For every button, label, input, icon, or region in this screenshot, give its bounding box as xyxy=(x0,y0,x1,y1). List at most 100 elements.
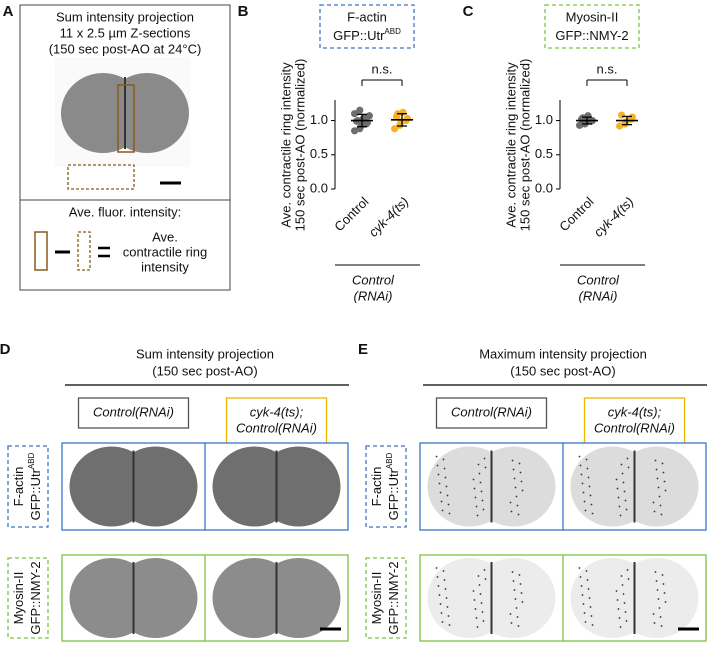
panel-title: (150 sec post-AO) xyxy=(152,363,258,378)
speckle xyxy=(658,495,661,498)
legend-result: intensity xyxy=(141,259,189,274)
speckle xyxy=(441,621,444,623)
frame xyxy=(117,84,135,153)
row-label: Myosin-II xyxy=(369,572,384,625)
speckle xyxy=(447,503,450,506)
speckle xyxy=(511,459,514,462)
frame xyxy=(544,4,640,49)
speckle xyxy=(659,616,662,618)
row-label: GFP::NMY-2 xyxy=(386,561,401,634)
speckle xyxy=(616,487,619,490)
speckle xyxy=(509,613,512,615)
speckle xyxy=(653,510,656,513)
row-label: Myosin-II xyxy=(11,572,26,625)
speckle xyxy=(482,620,485,622)
speckle xyxy=(580,473,583,476)
y-tick-label: 0.0 xyxy=(535,180,553,195)
data-point xyxy=(391,125,399,133)
speckle xyxy=(658,607,661,609)
panel-title: (150 sec post-AO) xyxy=(510,363,616,378)
speckle xyxy=(663,592,666,594)
panel-title: Maximum intensity projection xyxy=(479,346,647,361)
speckle xyxy=(510,622,513,624)
significance-label: n.s. xyxy=(597,61,618,76)
speckle xyxy=(654,459,657,462)
speckle xyxy=(478,472,481,475)
group-label: Control xyxy=(577,272,620,287)
speckle xyxy=(586,467,589,470)
embryo-image xyxy=(256,446,341,527)
speckle xyxy=(584,509,587,512)
speckle xyxy=(476,626,479,628)
speckle xyxy=(619,626,622,628)
speckle xyxy=(585,570,588,572)
speckle xyxy=(581,482,584,485)
speckle xyxy=(587,476,590,479)
row-label: GFP::NMY-2 xyxy=(386,561,401,634)
speckle xyxy=(444,588,447,590)
speckle xyxy=(518,574,521,576)
frame xyxy=(34,231,48,271)
speckle xyxy=(520,480,523,483)
speckle xyxy=(517,513,520,516)
superscript: ABD xyxy=(384,27,401,36)
data-point xyxy=(628,113,637,121)
speckle xyxy=(472,590,475,592)
y-axis-label: Ave. contractile ring intensity xyxy=(503,62,518,228)
speckle xyxy=(624,499,627,502)
speckle xyxy=(484,578,487,580)
speckle xyxy=(481,499,484,502)
speckle xyxy=(448,624,451,626)
speckle xyxy=(447,615,450,617)
speckle xyxy=(474,496,477,499)
speckle xyxy=(472,478,475,481)
legend-result: contractile ring xyxy=(123,244,208,259)
group-label: Control xyxy=(352,272,395,287)
y-axis-label: 150 sec post-AO (normalized) xyxy=(517,59,532,232)
header-text: F-actin xyxy=(347,9,387,24)
speckle xyxy=(435,567,438,569)
frame xyxy=(435,397,548,429)
speckle xyxy=(625,508,628,511)
speckle xyxy=(437,585,440,587)
speckle xyxy=(623,490,626,493)
header-text: GFP::UtrABD xyxy=(333,27,401,43)
speckle xyxy=(445,485,448,488)
significance-label: n.s. xyxy=(372,61,393,76)
speckle xyxy=(661,462,664,465)
speckle xyxy=(655,468,658,471)
speckle xyxy=(519,471,522,474)
speckle xyxy=(590,503,593,506)
y-tick-label: 1.0 xyxy=(310,112,328,127)
speckle xyxy=(652,613,655,615)
row-label: GFP::Utr xyxy=(28,468,43,520)
speckle xyxy=(661,574,664,576)
legend-result: Ave. xyxy=(152,229,178,244)
speckle xyxy=(446,606,449,608)
speckle xyxy=(623,602,626,604)
data-point xyxy=(618,111,626,119)
frame xyxy=(7,445,49,528)
speckle xyxy=(625,620,628,622)
y-tick-label: 0.5 xyxy=(310,146,328,161)
speckle xyxy=(582,603,585,605)
speckle xyxy=(616,599,619,601)
speckle xyxy=(657,598,660,600)
speckle xyxy=(588,597,591,599)
row-label: GFP::NMY-2 xyxy=(28,561,43,634)
speckle xyxy=(484,466,487,469)
speckle xyxy=(659,504,662,507)
column-header: cyk-4(ts); xyxy=(608,404,662,419)
column-header: Control(RNAi) xyxy=(451,404,532,419)
data-point xyxy=(399,108,407,116)
speckle xyxy=(513,477,516,480)
row-label: Myosin-II xyxy=(369,572,384,625)
y-axis-label: Ave. contractile ring intensity xyxy=(278,62,293,228)
panel-letter: D xyxy=(0,341,11,358)
speckle xyxy=(521,601,524,603)
column-header: cyk-4(ts); xyxy=(250,404,304,419)
speckle xyxy=(580,585,583,587)
speckle xyxy=(516,616,519,618)
row-label: F-actin xyxy=(369,467,384,507)
speckle xyxy=(474,608,477,610)
